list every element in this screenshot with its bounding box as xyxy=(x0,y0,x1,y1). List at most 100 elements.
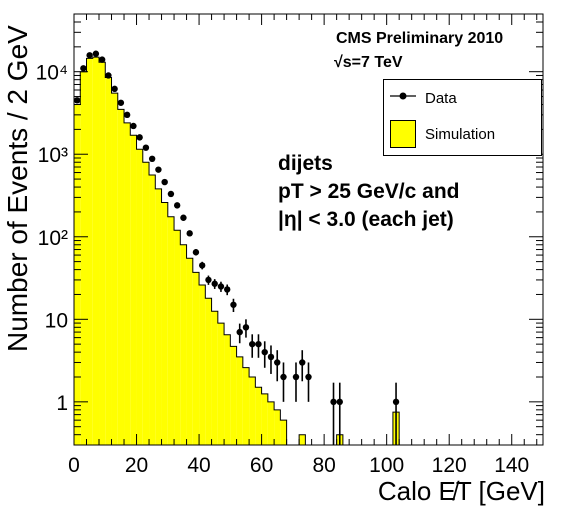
data-point xyxy=(199,262,205,268)
legend-entry-data: Data xyxy=(384,84,541,114)
data-point xyxy=(105,72,111,78)
simulation-bar xyxy=(230,346,236,445)
data-point xyxy=(149,156,155,162)
data-point xyxy=(293,374,299,380)
selection-text: dijets pT > 25 GeV/c and |η| < 3.0 (each… xyxy=(278,150,459,234)
data-point xyxy=(174,202,180,208)
y-axis-label: Number of Events / 2 GeV xyxy=(2,25,34,352)
y-tick-label: 10 xyxy=(45,309,68,332)
data-point xyxy=(155,166,161,172)
data-point xyxy=(230,302,236,308)
simulation-bar xyxy=(105,78,111,445)
simulation-bar xyxy=(274,410,280,445)
simulation-histogram xyxy=(74,57,405,445)
y-tick-label: 10² xyxy=(38,227,68,250)
data-point xyxy=(205,277,211,283)
x-tick-label: 140 xyxy=(494,454,529,477)
data-point xyxy=(111,86,117,92)
data-point xyxy=(262,349,268,355)
x-tick-label: 80 xyxy=(312,454,335,477)
simulation-bar xyxy=(268,402,274,445)
data-point xyxy=(136,134,142,140)
data-point xyxy=(130,123,136,129)
simulation-bar xyxy=(224,335,230,445)
selection-line-2: pT > 25 GeV/c and xyxy=(278,178,459,206)
data-point xyxy=(337,399,343,405)
data-point xyxy=(168,191,174,197)
data-point xyxy=(237,329,243,335)
legend-label-simulation: Simulation xyxy=(425,126,495,143)
simulation-bar xyxy=(255,387,261,445)
legend-entry-simulation: Simulation xyxy=(384,120,541,150)
simulation-bar xyxy=(249,377,255,445)
simulation-bar xyxy=(93,57,99,445)
simulation-bar xyxy=(143,162,149,445)
data-point xyxy=(80,65,86,71)
data-point xyxy=(93,51,99,57)
data-point xyxy=(268,354,274,360)
data-point xyxy=(393,399,399,405)
simulation-bar xyxy=(137,149,143,445)
simulation-bar xyxy=(180,245,186,445)
simulation-bar xyxy=(118,109,124,445)
data-point xyxy=(224,286,230,292)
experiment-label: CMS Preliminary 2010 xyxy=(336,30,503,48)
data-point xyxy=(124,112,130,118)
x-tick-label: 20 xyxy=(125,454,148,477)
simulation-bar xyxy=(187,258,193,445)
selection-line-3: |η| < 3.0 (each jet) xyxy=(278,206,459,234)
data-point xyxy=(305,374,311,380)
simulation-bar xyxy=(124,123,130,445)
simulation-bar xyxy=(162,203,168,445)
energy-label: √s=7 TeV xyxy=(334,54,403,72)
data-point xyxy=(299,359,305,365)
y-tick-label: 10³ xyxy=(38,144,68,167)
simulation-bar xyxy=(199,285,205,445)
data-point xyxy=(274,359,280,365)
simulation-bar xyxy=(155,189,161,445)
simulation-bar xyxy=(193,272,199,445)
x-tick-label: 100 xyxy=(369,454,404,477)
x-tick-label: 120 xyxy=(432,454,467,477)
simulation-bar xyxy=(74,105,80,445)
data-point xyxy=(212,281,218,287)
simulation-bar xyxy=(299,435,305,445)
simulation-bar xyxy=(80,72,86,445)
x-tick-label: 40 xyxy=(187,454,210,477)
y-tick-label: 10⁴ xyxy=(36,62,68,85)
simulation-bar xyxy=(212,311,218,445)
simulation-swatch-icon xyxy=(390,120,416,148)
simulation-bar xyxy=(168,217,174,445)
simulation-bar xyxy=(174,230,180,445)
y-tick-label: 1 xyxy=(56,392,68,415)
legend-label-data: Data xyxy=(425,90,457,107)
data-marker-icon xyxy=(390,84,416,108)
x-tick-label: 0 xyxy=(68,454,80,477)
data-point xyxy=(330,399,336,405)
simulation-bar xyxy=(237,357,243,445)
data-point xyxy=(186,230,192,236)
data-point xyxy=(255,341,261,347)
data-point xyxy=(99,56,105,62)
simulation-bar xyxy=(87,58,93,445)
data-point xyxy=(143,144,149,150)
data-point xyxy=(180,215,186,221)
data-point xyxy=(243,324,249,330)
simulation-bar xyxy=(243,368,249,445)
data-point xyxy=(118,100,124,106)
simulation-bar xyxy=(112,93,118,445)
simulation-bar xyxy=(262,394,268,445)
simulation-bar xyxy=(130,135,136,445)
data-point xyxy=(86,52,92,58)
legend: Data Simulation xyxy=(383,79,542,156)
data-point xyxy=(193,249,199,255)
simulation-bar xyxy=(149,175,155,445)
x-tick-label: 60 xyxy=(250,454,273,477)
simulation-bar xyxy=(280,420,286,445)
simulation-bar xyxy=(99,62,105,445)
x-axis-label: Calo E̸T [GeV] xyxy=(378,476,545,507)
data-point xyxy=(249,341,255,347)
data-point xyxy=(74,97,80,103)
